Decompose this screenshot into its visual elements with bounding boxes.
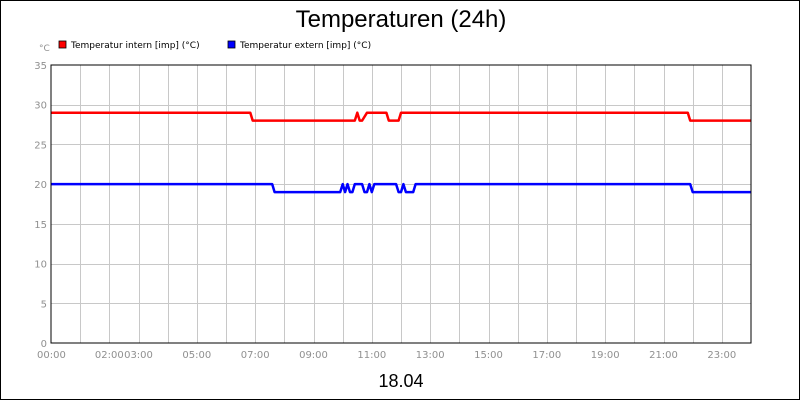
y-tick-labels: 0 5 10 15 20 25 30 35 xyxy=(34,61,47,350)
x-tick-label: 21:00 xyxy=(649,350,678,361)
legend-swatch xyxy=(227,40,236,49)
date-label: 18.04 xyxy=(378,371,423,391)
x-tick-label: 11:00 xyxy=(357,350,386,361)
grid xyxy=(51,65,751,343)
y-tick-label: 30 xyxy=(34,101,47,112)
x-tick-label: 05:00 xyxy=(182,350,211,361)
y-tick-label: 15 xyxy=(34,220,47,231)
x-tick-label: 13:00 xyxy=(416,350,445,361)
series-line-2 xyxy=(51,182,751,194)
legend-label: Temperatur intern [imp] (°C) xyxy=(70,41,200,51)
legend: Temperatur intern [imp] (°C) Temperatur e… xyxy=(58,40,371,51)
y-tick-label: 5 xyxy=(41,299,47,310)
series-lines xyxy=(51,111,751,194)
chart-title: Temperaturen (24h) xyxy=(296,6,507,33)
y-tick-label: 20 xyxy=(34,180,47,191)
series-line-1 xyxy=(51,111,751,122)
y-tick-label: 35 xyxy=(34,61,47,72)
x-tick-labels: 00:00 02:00 03:00 05:00 07:00 09:00 11:00 13:00… xyxy=(37,350,736,361)
x-tick-label: 02:00 xyxy=(95,350,124,361)
x-tick-label: 15:00 xyxy=(474,350,503,361)
y-axis-unit: °C xyxy=(39,44,50,54)
x-tick-label: 19:00 xyxy=(591,350,620,361)
legend-label: Temperatur extern [imp] (°C) xyxy=(239,41,371,51)
plot-border xyxy=(50,64,752,344)
x-tick-label: 03:00 xyxy=(124,350,153,361)
x-tick-label: 17:00 xyxy=(532,350,561,361)
x-tick-label: 07:00 xyxy=(241,350,270,361)
y-tick-label: 25 xyxy=(34,140,47,151)
x-tick-label: 00:00 xyxy=(37,350,66,361)
legend-swatch xyxy=(58,40,67,49)
x-tick-label: 09:00 xyxy=(299,350,328,361)
y-tick-label: 0 xyxy=(41,339,47,350)
x-tick-label: 23:00 xyxy=(707,350,736,361)
y-tick-label: 10 xyxy=(34,260,47,271)
